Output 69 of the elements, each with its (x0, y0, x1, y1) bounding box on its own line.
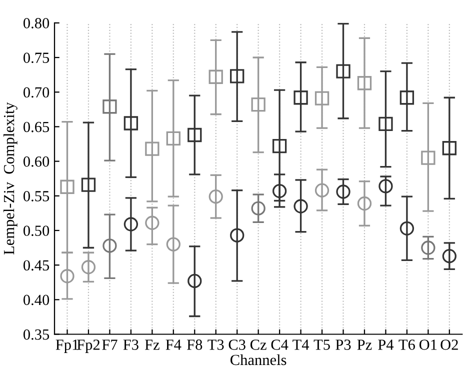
point (251, 201, 266, 216)
point (357, 196, 372, 211)
x-tick-label: O1 (419, 340, 437, 350)
x-tick-label: T5 (314, 340, 330, 350)
y-axis-title: Lempel-Ziv Complexity (3, 102, 18, 255)
x-tick-label: P3 (336, 340, 351, 350)
x-tick-label: P4 (378, 340, 394, 350)
x-tick-label: T3 (208, 340, 224, 350)
point (442, 141, 456, 156)
y-tick-label: 0.55 (23, 191, 50, 202)
x-tick-label: F8 (187, 340, 202, 350)
x-tick-label: T4 (292, 340, 310, 350)
point (188, 128, 202, 142)
x-tick-label: Fp1 (56, 340, 78, 353)
point (188, 274, 202, 288)
point (400, 90, 414, 105)
point (421, 240, 436, 255)
point (166, 237, 180, 252)
point (208, 70, 223, 84)
point (336, 64, 350, 78)
point (357, 76, 372, 90)
point (442, 248, 456, 264)
x-tick-label: T6 (398, 340, 415, 350)
point (230, 69, 244, 84)
point (314, 91, 330, 106)
point (60, 180, 74, 194)
point (230, 228, 244, 242)
x-tick-label: C3 (228, 340, 246, 350)
point (124, 116, 138, 130)
point (294, 90, 308, 105)
point (378, 116, 393, 132)
point (166, 131, 180, 146)
y-tick-label: 0.40 (23, 294, 50, 306)
x-tick-label: F4 (166, 340, 182, 350)
y-tick-label: 0.60 (23, 156, 50, 167)
y-tick-label: 0.75 (23, 52, 50, 64)
point (272, 184, 287, 198)
y-tick-label: 0.45 (23, 260, 50, 271)
y-tick-label: 0.50 (23, 226, 50, 236)
x-axis-title: Channels (230, 354, 286, 366)
x-tick-label: O2 (440, 340, 458, 350)
point (145, 142, 160, 156)
x-tick-label: Pz (357, 340, 372, 350)
y-tick-label: 0.65 (23, 122, 50, 132)
x-tick-label: C4 (271, 340, 288, 350)
x-tick-label: Fp2 (77, 340, 100, 353)
point (336, 184, 350, 199)
x-tick-label: F3 (123, 340, 138, 350)
point (102, 100, 117, 114)
y-tick-label: 0.35 (23, 329, 50, 340)
point (294, 199, 308, 214)
x-tick-label: Cz (250, 340, 266, 350)
point (81, 260, 96, 274)
point (272, 138, 287, 154)
x-tick-label: Fz (144, 340, 160, 350)
point (400, 221, 414, 236)
point (81, 178, 96, 192)
point (421, 150, 436, 165)
x-tick-label: F7 (102, 340, 118, 350)
point (60, 269, 74, 284)
point (124, 217, 138, 232)
point (251, 97, 266, 112)
point (378, 179, 393, 194)
y-tick-label: 0.80 (23, 18, 50, 28)
point (314, 183, 330, 198)
y-tick-label: 0.70 (23, 87, 50, 98)
point (208, 189, 223, 204)
point (145, 216, 160, 230)
point (102, 238, 117, 253)
